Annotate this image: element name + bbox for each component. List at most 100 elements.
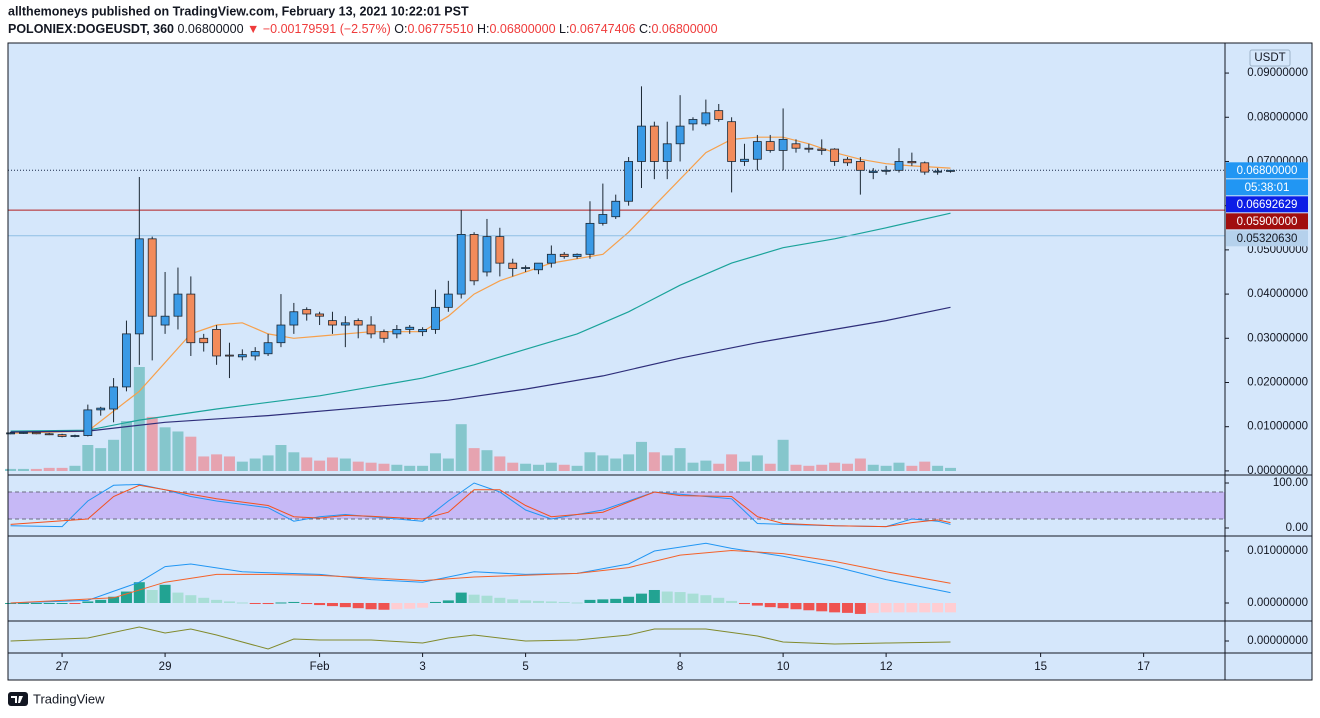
candle-body	[624, 161, 634, 202]
candle-body	[160, 315, 170, 326]
stoch-line	[10, 484, 951, 528]
macd-histogram	[159, 584, 171, 603]
macd-histogram	[56, 602, 68, 604]
volume-bar	[481, 450, 493, 471]
volume-bar	[816, 464, 828, 471]
candle-body	[469, 234, 479, 282]
candle-body	[96, 407, 106, 411]
volume-bar	[159, 427, 171, 471]
candle-body	[701, 112, 711, 125]
volume-bar	[597, 455, 609, 471]
price-label-box	[1226, 162, 1308, 179]
candle-body	[817, 148, 827, 151]
volume-bar	[944, 467, 956, 471]
macd-histogram	[829, 602, 841, 613]
volume-bar	[494, 456, 506, 471]
candle-body	[637, 125, 646, 162]
candle-body	[379, 331, 389, 339]
macd-histogram	[674, 592, 686, 603]
macd-histogram	[108, 596, 120, 603]
candle-body	[199, 337, 209, 344]
volume-bar	[455, 424, 467, 471]
macd-histogram	[391, 602, 403, 610]
y-tick-label: 0.02000000	[1247, 377, 1308, 389]
candle-body	[598, 214, 608, 224]
ohlc-value: 0.06747406	[569, 22, 635, 36]
ohlc-key: H:	[477, 22, 490, 36]
macd-histogram	[198, 597, 210, 603]
currency: USDT	[1254, 52, 1285, 64]
candle-body	[946, 169, 955, 172]
macd-histogram	[520, 600, 532, 603]
macd-histogram	[545, 601, 557, 603]
volume-bar	[803, 465, 815, 471]
ohlc-value: 0.06775510	[407, 22, 473, 36]
x-tick-label: 12	[880, 661, 893, 673]
candle-body	[315, 313, 324, 317]
macd-histogram	[365, 602, 377, 610]
macd-histogram	[133, 582, 145, 603]
volume-bar	[339, 458, 351, 471]
x-tick-label: 10	[777, 661, 790, 673]
macd-histogram	[893, 602, 905, 613]
macd-histogram	[558, 601, 570, 603]
y-tick-label: 0.03000000	[1247, 332, 1308, 344]
macd-histogram	[584, 599, 596, 603]
candle-body	[843, 158, 852, 164]
candle-body	[418, 329, 427, 333]
volume-bar	[906, 465, 918, 471]
candle-body	[649, 125, 659, 162]
macd-histogram	[455, 592, 467, 603]
volume-bar	[236, 461, 248, 471]
macd-histogram	[687, 593, 699, 603]
macd-histogram	[120, 591, 132, 603]
volume-bar	[726, 454, 738, 471]
macd-histogram	[790, 602, 802, 610]
volume-bar	[211, 454, 223, 471]
candle-body	[495, 236, 505, 264]
macd-histogram	[17, 602, 29, 604]
volume-bar	[738, 461, 750, 471]
plot: 27 29 Feb 3 5 8 10 12 15 17 0.00000000 0.01000000 0.…	[5, 67, 1308, 673]
volume-bar	[30, 468, 42, 471]
y-tick-label: 0.09000000	[1247, 67, 1308, 79]
volume-bar	[82, 445, 94, 471]
volume-bar	[172, 431, 184, 471]
candle-body	[778, 138, 788, 151]
x-tick-label: 5	[522, 661, 528, 673]
candle-body	[752, 141, 762, 160]
candle-body	[302, 309, 312, 315]
candle-body	[212, 329, 221, 357]
price-label-box	[1226, 179, 1308, 196]
candle-body	[920, 162, 930, 173]
volume-bar	[777, 439, 789, 471]
candle-body	[559, 253, 569, 257]
macd-histogram	[803, 602, 815, 611]
volume-bar	[198, 456, 210, 471]
y-tick-label: 100.00	[1273, 477, 1308, 489]
y-tick-label: 0.08000000	[1247, 111, 1308, 123]
x-tick-label: 15	[1034, 661, 1047, 673]
volume-bar	[520, 463, 532, 471]
macd-histogram	[738, 602, 750, 605]
price-label-box	[1226, 230, 1308, 247]
volume-bar	[223, 456, 235, 471]
candle-body	[70, 435, 80, 437]
logo-glyph	[11, 696, 23, 703]
ohlc-key: O:	[394, 22, 407, 36]
volume-bar	[854, 458, 866, 471]
macd-histogram	[249, 602, 261, 604]
candle-body	[546, 253, 556, 264]
macd-histogram	[648, 589, 660, 603]
macd-histogram	[146, 589, 158, 603]
y-tick-label: 0.00	[1286, 522, 1308, 534]
macd-histogram	[442, 600, 454, 603]
brand: TradingView	[33, 691, 105, 706]
volume-bar	[442, 458, 454, 471]
volume-bar	[301, 457, 313, 471]
macd-histogram	[751, 602, 763, 606]
macd-histogram	[481, 595, 493, 603]
macd-line	[10, 542, 951, 604]
candle-body	[122, 333, 131, 388]
chart-area	[8, 43, 1312, 680]
